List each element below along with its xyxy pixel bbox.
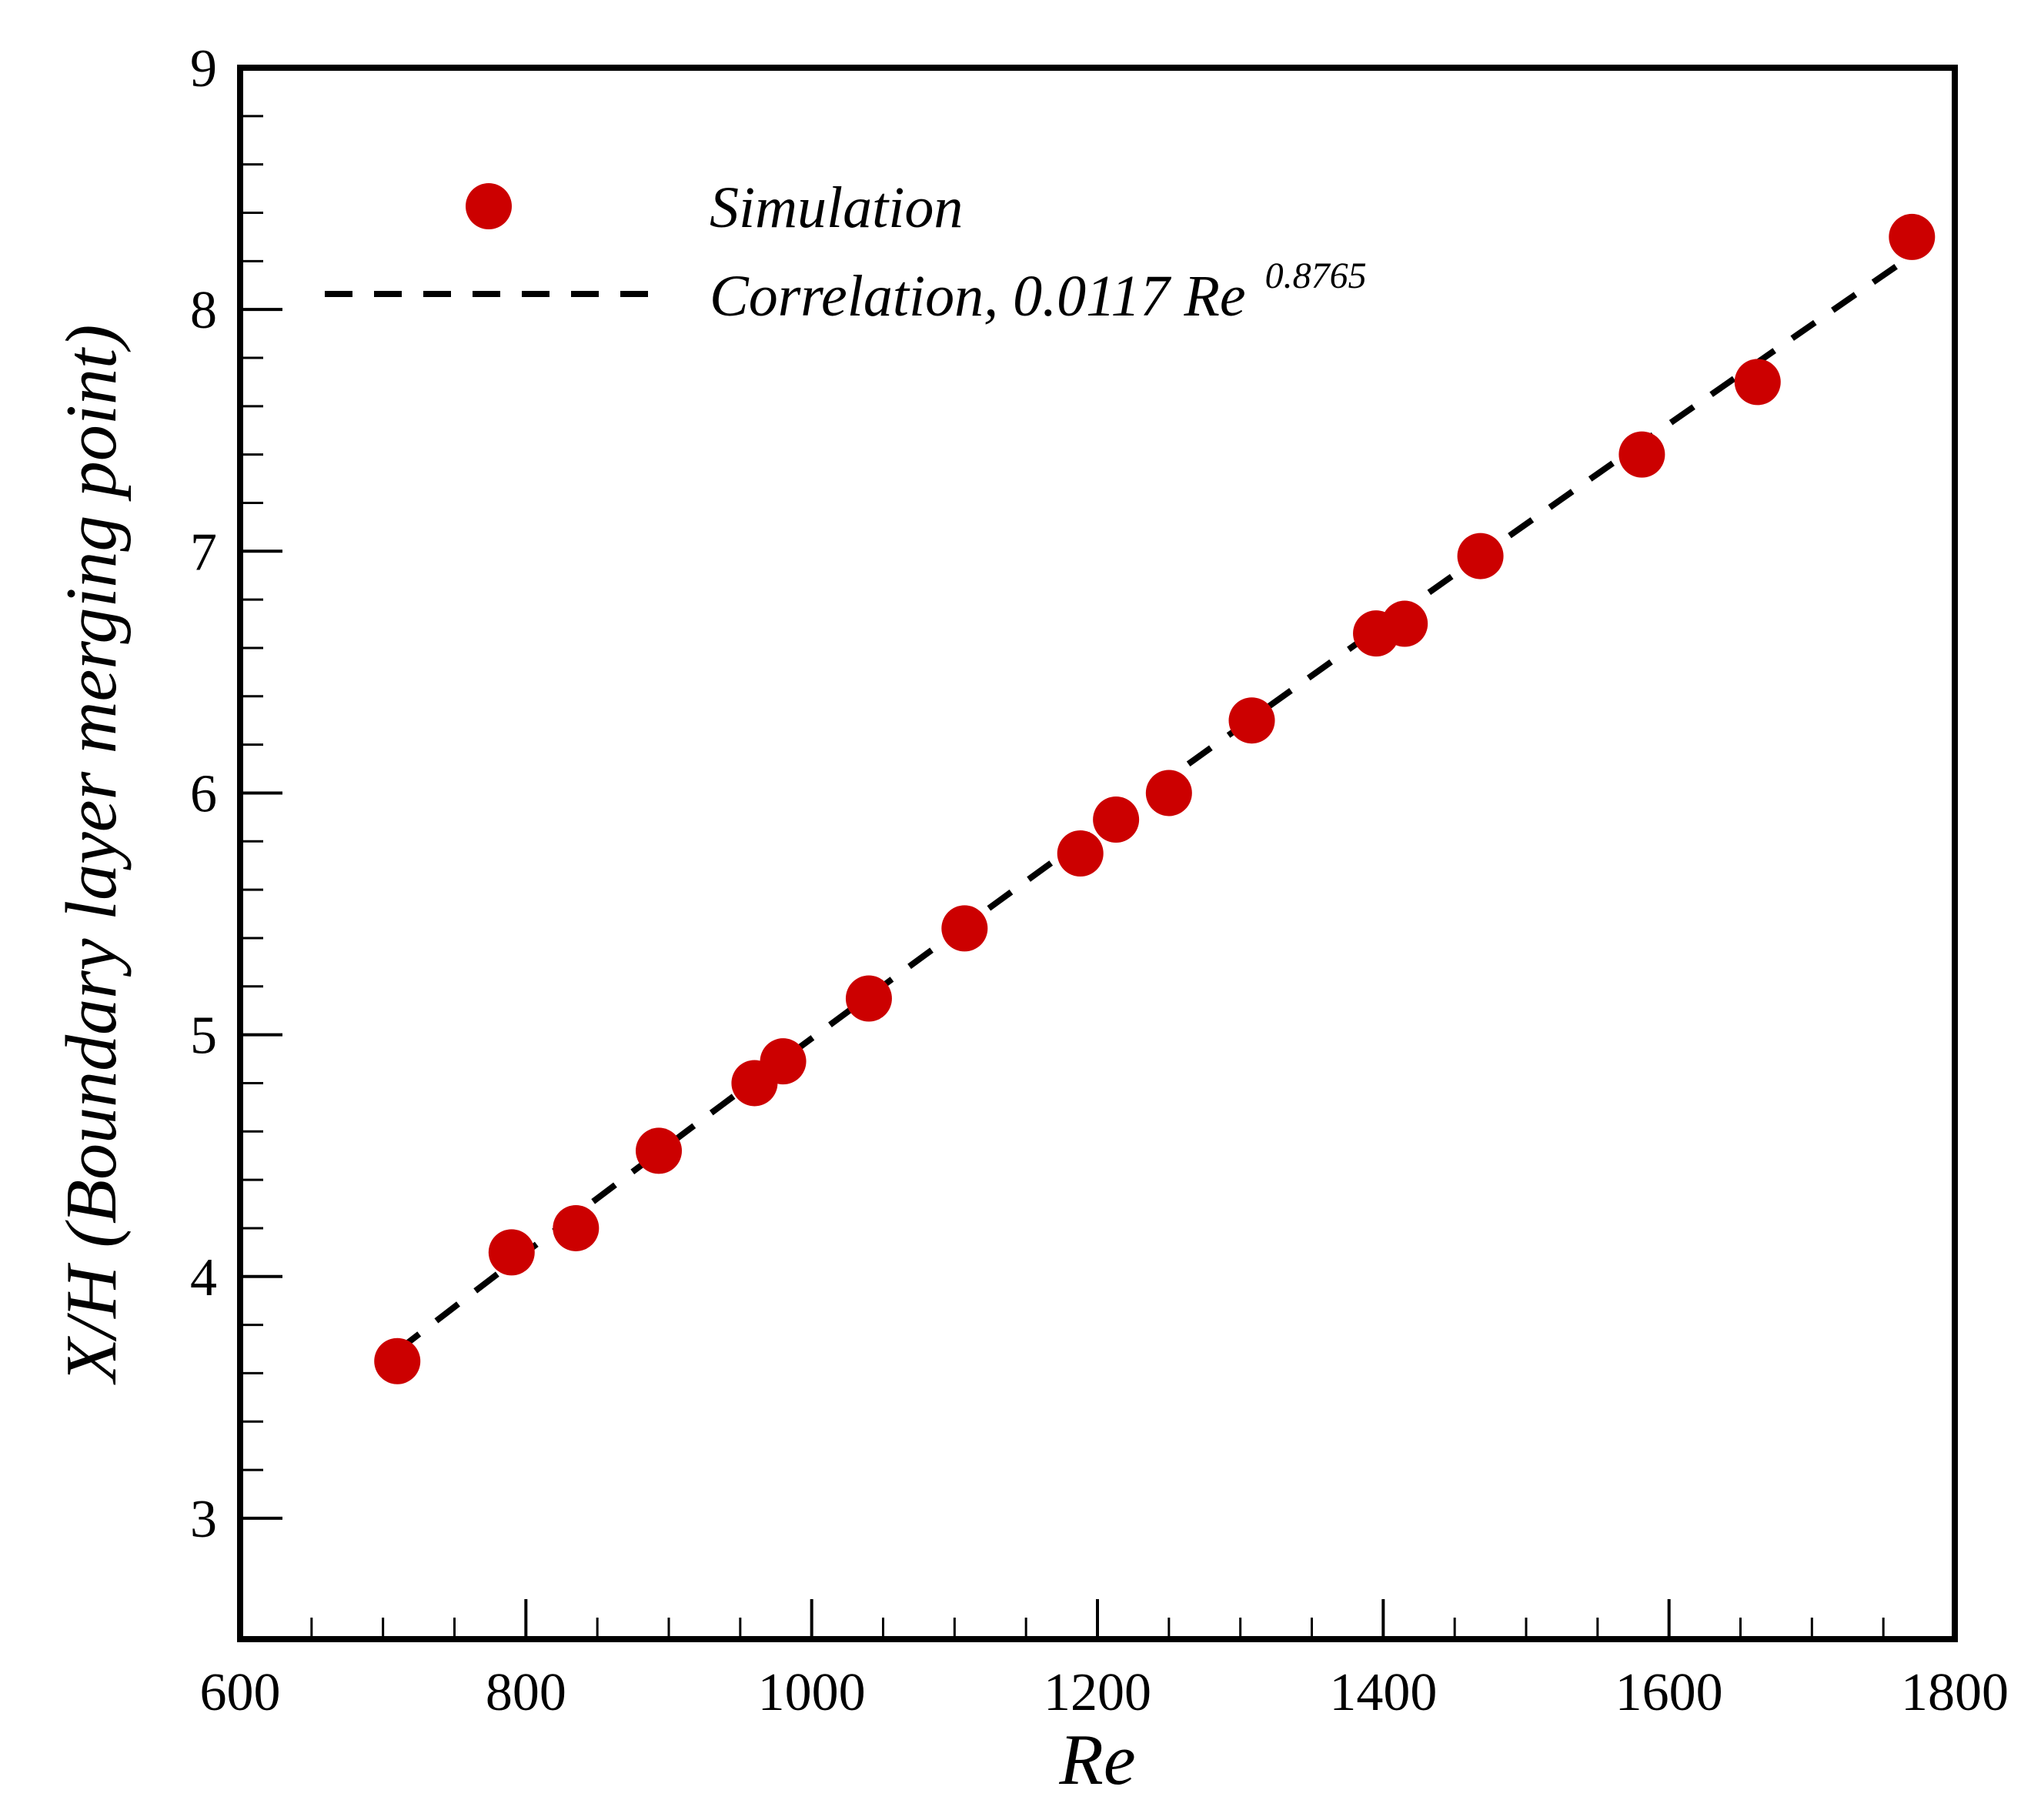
- simulation-point: [845, 975, 892, 1022]
- simulation-point: [1734, 359, 1781, 406]
- x-tick-label: 1200: [1044, 1663, 1151, 1722]
- legend-correlation-label: Correlation, 0.0117 Re 0.8765: [710, 255, 1367, 329]
- simulation-point: [1228, 697, 1275, 744]
- x-tick-label: 1000: [758, 1663, 866, 1722]
- simulation-point: [553, 1204, 600, 1251]
- simulation-point: [1889, 213, 1936, 260]
- x-tick-label: 1400: [1329, 1663, 1437, 1722]
- y-tick-label: 8: [190, 281, 217, 340]
- y-tick-label: 4: [190, 1248, 217, 1307]
- simulation-point: [374, 1337, 421, 1384]
- minor-ticks: [240, 115, 1885, 1639]
- y-tick-label: 9: [190, 39, 217, 99]
- simulation-point: [1057, 830, 1104, 877]
- y-axis-title: X/H (Boundary layer merging point): [52, 325, 132, 1386]
- legend-correlation-prefix: Correlation, 0.0117 Re: [710, 264, 1246, 329]
- y-tick-label: 7: [190, 523, 217, 582]
- simulation-point: [760, 1038, 807, 1085]
- x-tick-label: 1800: [1901, 1663, 2009, 1722]
- plot-frame: [237, 65, 1958, 1642]
- legend-correlation-exponent: 0.8765: [1265, 255, 1367, 296]
- legend-simulation-label: Simulation: [710, 175, 963, 240]
- y-tick-label: 6: [190, 764, 217, 823]
- x-axis-title: Re: [1058, 1720, 1135, 1800]
- simulation-point: [1145, 770, 1192, 816]
- x-tick-label: 1600: [1615, 1663, 1723, 1722]
- simulation-point: [1381, 600, 1428, 647]
- simulation-point: [1618, 431, 1665, 478]
- x-tick-label: 800: [486, 1663, 566, 1722]
- legend: Simulation Correlation, 0.0117 Re 0.8765: [325, 175, 1367, 329]
- simulation-point: [1093, 796, 1140, 843]
- simulation-point: [636, 1127, 683, 1174]
- y-tick-label: 3: [190, 1490, 217, 1549]
- simulation-point: [941, 905, 988, 952]
- simulation-point: [488, 1229, 535, 1276]
- series-layer: [374, 213, 1936, 1384]
- x-tick-label: 600: [200, 1663, 281, 1722]
- tick-labels: 600 800 1000 1200 1400 1600 1800 3 4 5 6 7 8 9: [190, 39, 2009, 1722]
- legend-simulation-marker: [466, 183, 512, 229]
- y-tick-label: 5: [190, 1007, 217, 1066]
- simulation-point: [1457, 533, 1504, 579]
